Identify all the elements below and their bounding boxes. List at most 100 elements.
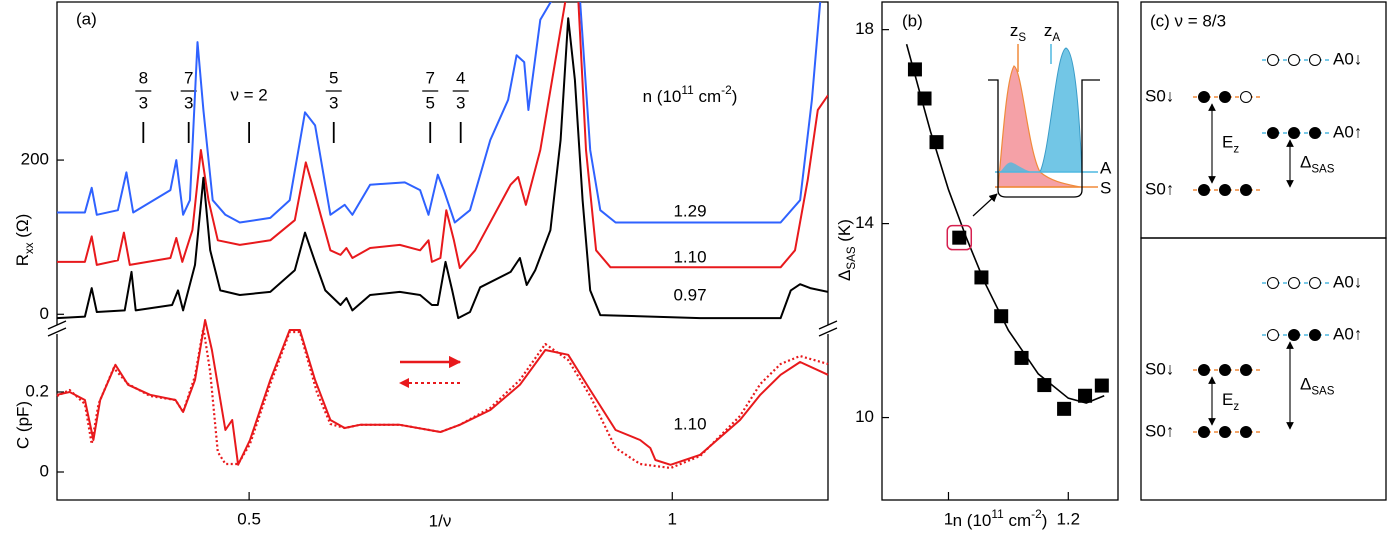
- text-part: R: [13, 254, 32, 266]
- text-part: n (10: [643, 87, 682, 106]
- text-part: E: [1222, 133, 1233, 152]
- trace: [57, 2, 822, 224]
- x-tick-label: 1: [668, 509, 677, 528]
- level-label: S0↑: [1145, 179, 1174, 198]
- inset-label: zS: [1010, 21, 1027, 44]
- text-part: SAS: [846, 246, 858, 269]
- text-part: cm: [1004, 511, 1031, 530]
- electron: [1219, 364, 1231, 376]
- curve-label: 1.10: [673, 414, 706, 433]
- electron: [1240, 426, 1252, 438]
- text-part: Δ: [1300, 375, 1311, 394]
- electron: [1198, 426, 1210, 438]
- data-point: [907, 62, 922, 77]
- text-part: 11: [681, 83, 694, 97]
- level-label: A0↑: [1333, 122, 1362, 141]
- curve-label: 0.97: [673, 285, 706, 304]
- electron: [1219, 426, 1231, 438]
- fraction-denominator: 3: [456, 93, 465, 112]
- y-tick-label: 14: [855, 213, 874, 232]
- fraction-denominator: 5: [425, 93, 434, 112]
- traces: [56, 319, 829, 470]
- fraction-numerator: 4: [456, 68, 465, 87]
- electron: [1219, 184, 1231, 196]
- text-part: ): [1042, 511, 1048, 530]
- text-part: SAS: [1311, 386, 1334, 398]
- curve-label: 1.29: [673, 201, 706, 220]
- y-axis-label: C (pF): [13, 401, 32, 449]
- electron: [1309, 127, 1321, 139]
- x-axis-label: 1/ν: [429, 511, 452, 530]
- axis-break: [47, 320, 838, 337]
- trace: [57, 2, 828, 269]
- text-part: -2: [1031, 507, 1042, 521]
- y-tick-label: 18: [855, 19, 874, 38]
- text-part: SAS: [1311, 164, 1334, 176]
- empty-state: [1288, 277, 1300, 289]
- inset: [972, 44, 1100, 217]
- text-part: ): [732, 87, 738, 106]
- fraction-numerator: 5: [329, 68, 338, 87]
- level-label: A0↓: [1333, 272, 1362, 291]
- wavefunction-a: [1039, 47, 1083, 173]
- inset-label: S: [1100, 178, 1111, 197]
- panel-box: [1140, 1, 1387, 239]
- text-part: -2: [721, 83, 732, 97]
- x-tick-label: 1.2: [1056, 509, 1080, 528]
- panel-title: (c) ν = 8/3: [1150, 11, 1226, 30]
- electron: [1309, 329, 1321, 341]
- empty-state: [1309, 54, 1321, 66]
- text-part: z: [1044, 21, 1053, 40]
- trace: [56, 319, 829, 466]
- electron: [1198, 184, 1210, 196]
- text-part: A: [1052, 32, 1060, 44]
- y-axis-label: ΔSAS (K): [835, 219, 858, 281]
- text-part: z: [1010, 21, 1019, 40]
- level-label: A0↑: [1333, 324, 1362, 343]
- level-label: S0↓: [1145, 86, 1174, 105]
- electron: [1198, 364, 1210, 376]
- fraction-numerator: 8: [139, 68, 148, 87]
- inset-arrow: [972, 193, 998, 217]
- text-part: E: [1222, 390, 1233, 409]
- data-point: [1094, 378, 1109, 393]
- data-point: [1078, 388, 1093, 403]
- electron: [1219, 91, 1231, 103]
- y-axis-label: Rxx (Ω): [13, 214, 36, 267]
- data-point: [917, 91, 932, 106]
- delta-label: ΔSAS: [1300, 375, 1335, 398]
- electron: [1240, 184, 1252, 196]
- data-point: [952, 230, 967, 245]
- inset-label: zA: [1044, 21, 1061, 44]
- fraction-denominator: 3: [184, 93, 193, 112]
- empty-state: [1267, 54, 1279, 66]
- electron: [1240, 364, 1252, 376]
- ez-label: Ez: [1222, 133, 1239, 156]
- y-tick-label: 10: [855, 407, 874, 426]
- electron: [1288, 127, 1300, 139]
- text-part: (Ω): [13, 214, 32, 243]
- well: [988, 79, 1100, 198]
- level-label: S0↓: [1145, 359, 1174, 378]
- text-part: S: [1018, 32, 1026, 44]
- fraction-denominator: 3: [139, 93, 148, 112]
- data-point: [929, 135, 944, 150]
- data-point: [1037, 378, 1052, 393]
- fraction-denominator: 3: [329, 93, 338, 112]
- x-axis-label: n (1011 cm-2): [953, 507, 1048, 530]
- text-part: xx: [24, 242, 36, 254]
- filling-factor-label: ν = 2: [230, 85, 267, 104]
- empty-state: [1309, 277, 1321, 289]
- traces: [57, 2, 828, 320]
- delta-label: ΔSAS: [1300, 153, 1335, 176]
- empty-state: [1240, 91, 1252, 103]
- trace: [57, 17, 828, 320]
- empty-state: [1267, 329, 1279, 341]
- level-label: S0↑: [1145, 421, 1174, 440]
- electron: [1198, 91, 1210, 103]
- x-tick-label: 1: [944, 509, 953, 528]
- text-part: n (10: [953, 511, 992, 530]
- axis-frame: [881, 1, 1119, 501]
- electron: [1288, 329, 1300, 341]
- empty-state: [1288, 54, 1300, 66]
